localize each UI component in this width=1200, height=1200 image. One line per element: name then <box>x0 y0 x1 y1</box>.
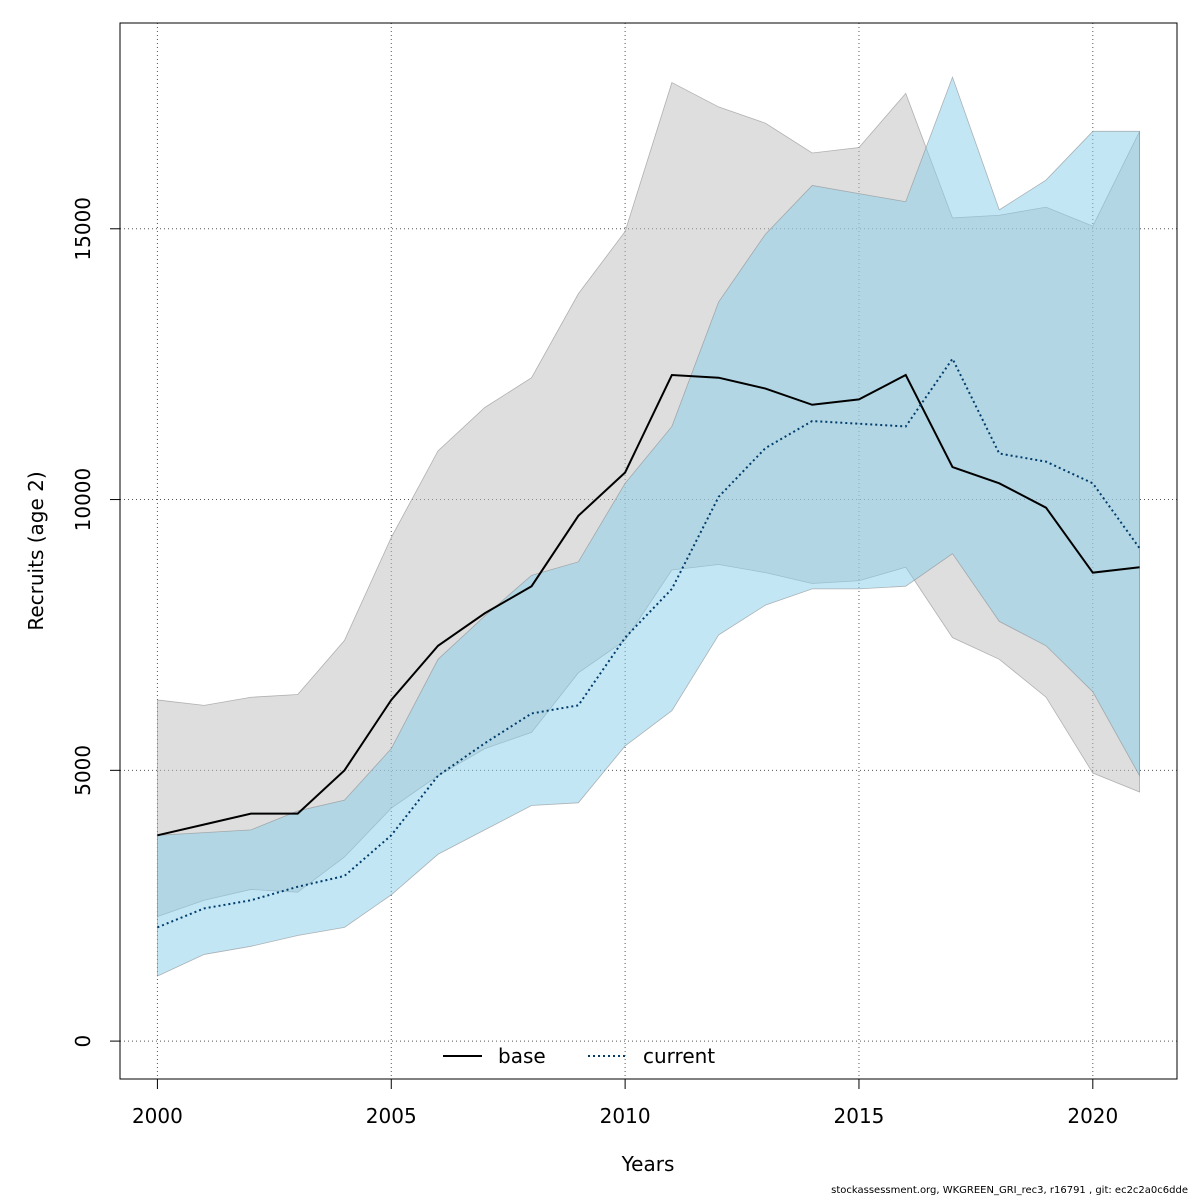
y-tick-label-0: 0 <box>71 1035 95 1048</box>
y-tick-label-3: 15000 <box>71 197 95 261</box>
x-axis-title: Years <box>621 1152 675 1176</box>
y-tick-label-1: 5000 <box>71 745 95 796</box>
y-axis-title: Recruits (age 2) <box>24 471 48 630</box>
x-tick-label-4: 2020 <box>1067 1104 1118 1128</box>
legend-label-base: base <box>498 1044 546 1068</box>
series-line-base <box>157 373 1140 837</box>
x-tick-label-2: 2010 <box>600 1104 651 1128</box>
x-tick-label-0: 2000 <box>132 1104 183 1128</box>
confidence-bands <box>157 75 1140 977</box>
y-axis: 0 5000 10000 15000 <box>71 197 121 1048</box>
footer-note: stockassessment.org, WKGREEN_GRI_rec3, r… <box>831 1185 1188 1196</box>
series-line-current <box>157 356 1141 929</box>
series-lines <box>157 356 1141 929</box>
confidence-band-current <box>157 75 1140 977</box>
legend-label-current: current <box>643 1044 715 1068</box>
legend: base current <box>443 1044 715 1068</box>
x-tick-label-3: 2015 <box>834 1104 885 1128</box>
x-axis: 2000 2005 2010 2015 2020 <box>132 1078 1118 1128</box>
y-tick-label-2: 10000 <box>71 468 95 532</box>
x-tick-label-1: 2005 <box>366 1104 417 1128</box>
